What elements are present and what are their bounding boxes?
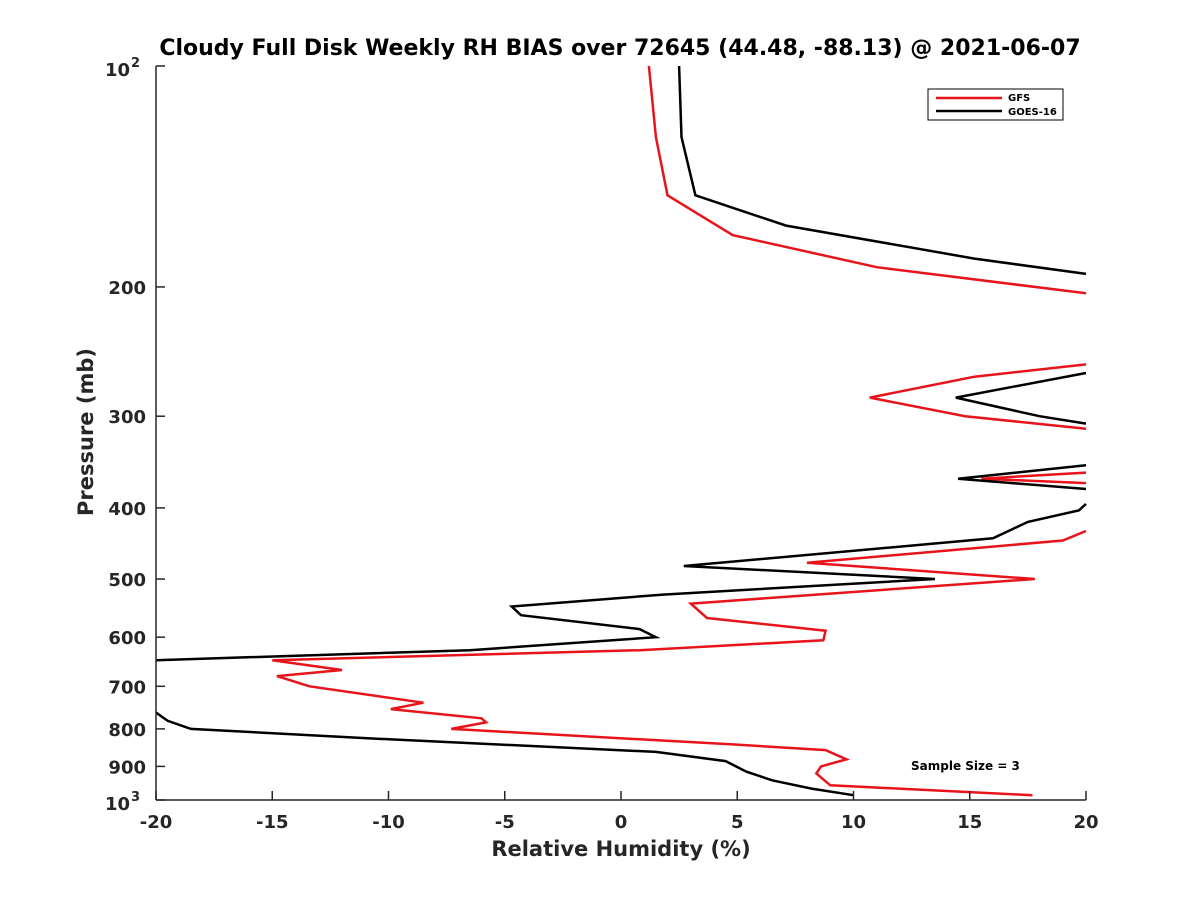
y-tick-label: 200 (108, 278, 146, 299)
x-tick-label: 15 (957, 812, 982, 833)
x-tick-label: 10 (841, 812, 866, 833)
y-tick-label: 700 (108, 677, 146, 698)
series-line-gfs-1 (869, 363, 1087, 430)
x-tick-label: 20 (1073, 812, 1098, 833)
y-axis-label: Pressure (mb) (74, 348, 98, 516)
legend: GFS GOES-16 (927, 88, 1064, 121)
series-line-goes16-1 (955, 371, 1087, 425)
y-tick-label: 10 (105, 794, 130, 815)
series-line-gfs-0 (647, 65, 1087, 295)
legend-label-goes16: GOES-16 (1008, 107, 1057, 118)
series-line-goes16-3 (155, 502, 1087, 662)
series-line-goes16-2 (957, 464, 1087, 491)
y-tick-label: 500 (108, 570, 146, 591)
series-line-goes16-4 (155, 711, 854, 797)
legend-label-gfs: GFS (1008, 93, 1030, 104)
y-tick-label: 900 (108, 757, 146, 778)
chart-title: Cloudy Full Disk Weekly RH BIAS over 726… (159, 36, 1080, 61)
y-tick-label: 10 (105, 60, 130, 81)
x-tick-label: 5 (731, 812, 744, 833)
sample-size-annotation: Sample Size = 3 (911, 759, 1020, 773)
y-tick-label: 400 (108, 499, 146, 520)
y-tick-label: 800 (108, 720, 146, 741)
legend-box (927, 88, 1064, 121)
y-tick-label: 300 (108, 407, 146, 428)
series-line-gfs-3 (272, 529, 1087, 797)
series-line-goes16-0 (677, 65, 1087, 276)
y-tick-label-exponent: 2 (131, 56, 140, 71)
x-tick-label: -15 (256, 812, 289, 833)
y-tick-label: 600 (108, 628, 146, 649)
x-tick-label: -5 (495, 812, 515, 833)
x-tick-label: -10 (372, 812, 405, 833)
x-tick-label: -20 (140, 812, 173, 833)
series-line-gfs-2 (981, 471, 1087, 485)
y-tick-label-exponent: 3 (131, 790, 140, 805)
x-tick-label: 0 (615, 812, 628, 833)
x-axis-label: Relative Humidity (%) (491, 837, 750, 861)
